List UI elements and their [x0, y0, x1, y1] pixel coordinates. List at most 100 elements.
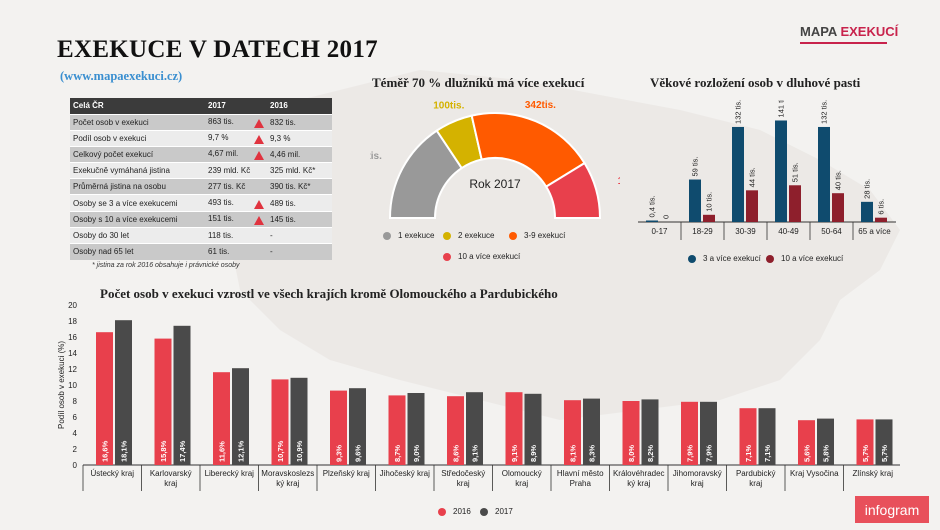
region-bar-label: 8,2%: [646, 445, 655, 462]
stats-row-2016: 4,46 mil.: [267, 145, 332, 163]
age-bar: [689, 179, 701, 222]
legend-dot: [443, 231, 451, 240]
region-bar-label: 8,6%: [452, 445, 461, 462]
region-y-tick: 4: [73, 429, 78, 438]
legend-dot: [688, 254, 696, 263]
region-bar: [466, 392, 483, 465]
age-chart-title: Věkové rozložení osob v dluhové pasti: [650, 75, 861, 90]
stats-row-2016: 390 tis. Kč*: [267, 178, 332, 195]
region-bar: [875, 419, 893, 465]
donut-chart-title: Téměř 70 % dlužníků má více exekucí: [372, 75, 585, 90]
region-bar-label: 8,1%: [569, 445, 578, 462]
region-bar-label: 8,3%: [588, 445, 597, 462]
region-bar: [388, 395, 406, 465]
donut-slice: [544, 161, 602, 219]
stats-row: Osoby nad 65 let 61 tis. -: [70, 242, 332, 260]
age-bar: [832, 193, 844, 222]
region-tick-label: kraj: [515, 479, 528, 488]
region-y-tick: 20: [68, 301, 77, 310]
region-tick-label: Plzeňský kraj: [323, 469, 370, 478]
region-y-axis-label: Podíl osob v exekuci (%): [57, 341, 66, 429]
region-tick-label: Karlovarský: [150, 469, 192, 478]
region-bar-label: 7,1%: [763, 445, 772, 462]
age-bar: [789, 185, 801, 222]
region-tick-label: ký kraj: [276, 479, 299, 488]
brand-underline: [800, 42, 887, 47]
stats-row-label: Exekučně vymáhaná jistina: [70, 162, 205, 179]
stats-row-2016: 145 tis.: [267, 210, 332, 228]
region-tick-label: Jihočeský kraj: [380, 469, 430, 478]
stats-row-2017: 493 tis.: [205, 194, 267, 212]
region-tick-label: Ústecký kraj: [90, 469, 134, 478]
site-url[interactable]: (www.mapaexekuci.cz): [60, 69, 183, 83]
stats-row-2016: 9,3 %: [267, 129, 332, 147]
age-bar-label: 40 tis.: [834, 170, 843, 190]
region-bar-label: 17,4%: [178, 440, 187, 462]
legend-dot: [480, 507, 488, 516]
region-tick-label: Královéhradec: [613, 469, 665, 478]
stats-row-2017: 239 mld. Kč: [205, 162, 267, 179]
region-bar: [681, 401, 698, 465]
age-bar-label: 51 tis.: [791, 162, 800, 182]
region-y-tick: 18: [68, 317, 77, 326]
age-bar-chart: 0-17 0,4 tis. 0 18-29 59 tis. 10 tis. 30-39 132…: [638, 100, 896, 240]
stats-row: Celkový počet exekucí 4,67 mil. 4,46 mil.: [70, 145, 332, 163]
region-y-tick: 10: [68, 381, 77, 390]
region-bar: [798, 420, 815, 465]
region-tick-label: ký kraj: [627, 479, 650, 488]
stats-row-2017: 4,67 mil.: [205, 145, 267, 163]
increase-arrow-icon: [254, 215, 264, 225]
legend-dot: [509, 231, 517, 240]
increase-arrow-icon: [254, 134, 264, 144]
region-tick-label: Olomoucký: [502, 469, 542, 478]
stats-table: Celá ČR 2017 2016 Počet osob v exekuci 86…: [70, 98, 332, 260]
region-tick-label: Moravskoslezs: [261, 469, 314, 478]
stats-row-2017: 151 tis.: [205, 210, 267, 228]
age-bar-label: 0: [662, 215, 671, 219]
stats-row-label: Podíl osob v exekuci: [70, 129, 205, 147]
region-bar-label: 8,9%: [529, 445, 538, 462]
stats-row-2016: 489 tis.: [267, 194, 332, 212]
age-legend-1: 3 a více exekucí: [688, 254, 761, 263]
age-bar: [646, 220, 658, 222]
region-y-tick: 8: [73, 397, 78, 406]
region-bar-label: 7,1%: [744, 445, 753, 462]
stats-row: Exekučně vymáhaná jistina 239 mld. Kč 325 …: [70, 162, 332, 179]
region-bar-label: 5,8%: [822, 445, 831, 462]
increase-arrow-icon: [254, 118, 264, 128]
region-legend-2016: 2016: [438, 507, 471, 516]
region-tick-label: kraj: [691, 479, 704, 488]
age-bar-label: 44 tis.: [748, 167, 757, 187]
region-bar: [583, 398, 600, 465]
region-bar-chart: 0 2 4 6 8 10 12 14 16 18 20 Podíl osob v exekuci (%…: [57, 301, 900, 491]
region-y-tick: 14: [68, 349, 77, 358]
legend-dot: [766, 254, 774, 263]
age-bar-label: 132 tis.: [734, 100, 743, 124]
donut-data-label: 100tis.: [433, 101, 464, 112]
donut-data-label: 270tis.: [370, 151, 382, 162]
infogram-badge[interactable]: infogram: [855, 496, 929, 523]
age-bar-label: 132 tis.: [820, 100, 829, 124]
region-bar-label: 9,1%: [510, 445, 519, 462]
region-bar: [622, 401, 640, 465]
stats-row: Osoby s 10 a více exekucemi 151 tis. 145 t…: [70, 210, 332, 228]
stats-header-2016: 2016: [267, 98, 332, 114]
stats-row-2016: 325 mld. Kč*: [267, 162, 332, 179]
region-bar-label: 9,3%: [335, 445, 344, 462]
age-bar-label: 10 tis.: [705, 192, 714, 212]
region-y-tick: 2: [73, 445, 78, 454]
region-bar-label: 10,7%: [276, 440, 285, 462]
region-y-tick: 6: [73, 413, 78, 422]
age-bar-label: 59 tis.: [691, 157, 700, 177]
stats-row-label: Osoby do 30 let: [70, 226, 205, 244]
age-bar: [775, 120, 787, 222]
region-bar-label: 5,7%: [880, 445, 889, 462]
region-bar-label: 5,7%: [861, 445, 870, 462]
age-tick-label: 0-17: [651, 227, 668, 236]
region-bar: [564, 400, 581, 465]
stats-row-label: Počet osob v exekuci: [70, 113, 205, 131]
stats-header-row: Celá ČR 2017 2016: [70, 98, 332, 114]
stats-row-label: Průměrná jistina na osobu: [70, 178, 205, 195]
